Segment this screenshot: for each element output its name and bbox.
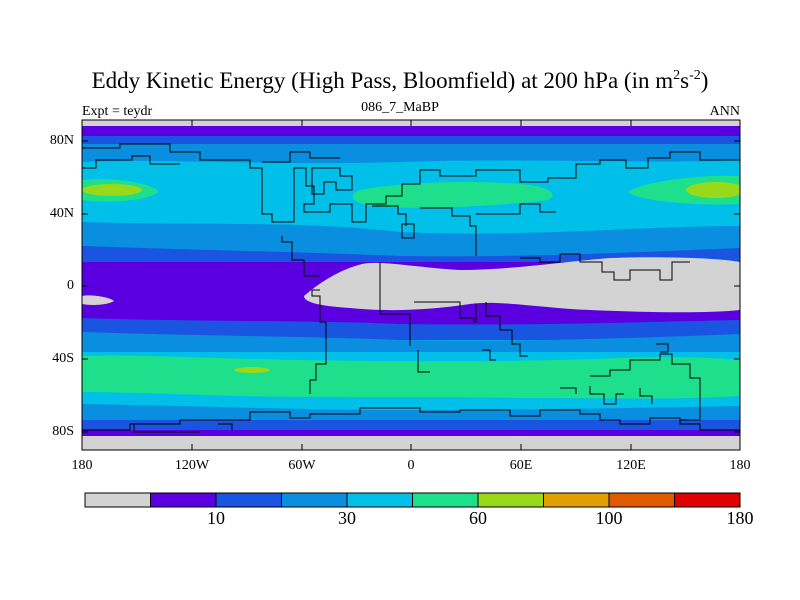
experiment-label: Expt = teydr xyxy=(82,104,153,119)
x-tick-label: 120W xyxy=(174,458,210,473)
colorbar-swatch xyxy=(281,492,348,508)
colorbar-label: 60 xyxy=(469,508,487,528)
colorbar-swatch xyxy=(412,492,479,508)
colorbar-swatch xyxy=(543,492,610,508)
y-tick-label: 80N xyxy=(49,133,74,148)
x-tick-label: 180 xyxy=(71,458,93,473)
colorbar-swatch xyxy=(477,492,544,508)
y-tick-label: 40N xyxy=(49,206,74,221)
period-label: ANN xyxy=(709,104,740,119)
x-tick-label: 180 xyxy=(729,458,751,473)
y-tick-label: 0 xyxy=(67,278,74,293)
colorbar-swatch xyxy=(150,492,217,508)
colorbar-swatch xyxy=(84,492,151,508)
colorbar-label: 180 xyxy=(726,508,754,528)
axis-ticks xyxy=(81,120,741,450)
colorbar-label: 30 xyxy=(338,508,356,528)
colorbar-swatch xyxy=(608,492,675,508)
chart-title: Eddy Kinetic Energy (High Pass, Bloomfie… xyxy=(91,68,709,93)
coastlines xyxy=(82,143,740,433)
x-tick-label: 120E xyxy=(616,458,646,473)
x-tick-label: 60E xyxy=(509,458,533,473)
y-tick-label: 40S xyxy=(52,351,74,366)
contour-fill xyxy=(82,120,740,450)
colorbar-swatch xyxy=(215,492,282,508)
y-tick-label: 80S xyxy=(52,424,74,439)
colorbar xyxy=(84,492,741,508)
colorbar-label: 100 xyxy=(595,508,623,528)
chart-subtitle: 086_7_MaBP xyxy=(361,100,439,115)
colorbar-swatch xyxy=(346,492,413,508)
colorbar-label: 10 xyxy=(207,508,225,528)
x-tick-label: 60W xyxy=(288,458,316,473)
x-tick-label: 0 xyxy=(407,458,415,473)
colorbar-swatch xyxy=(674,492,741,508)
